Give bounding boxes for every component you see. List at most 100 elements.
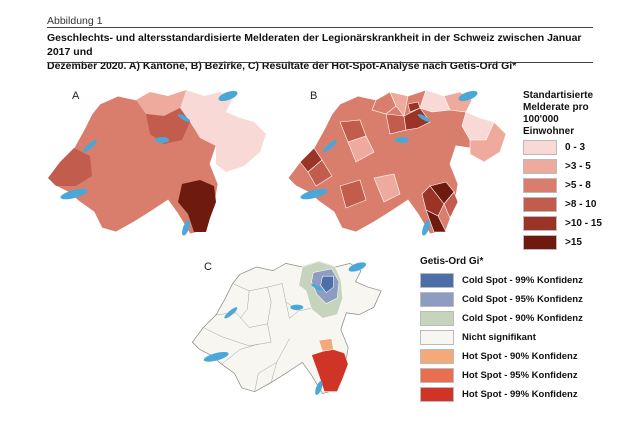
- hotspot-legend-item: Hot Spot - 99% Konfidenz: [420, 387, 578, 402]
- lake-constance-b: [458, 90, 478, 102]
- district-r: [443, 191, 459, 219]
- district-l: [307, 159, 333, 187]
- hotspot-legend-swatch: [420, 387, 454, 402]
- district-g: [371, 91, 397, 115]
- hotspot-legend-label: Hot Spot - 99% Konfidenz: [462, 389, 578, 400]
- canton-graubuenden-light: [216, 122, 266, 172]
- district-m: [373, 173, 401, 203]
- figure-title-line-2: Dezember 2020. A) Kantone, B) Bezirke, C…: [47, 60, 517, 72]
- hotspot-legend-item: Hot Spot - 90% Konfidenz: [420, 349, 578, 364]
- lake-lucerne-b: [395, 137, 409, 143]
- rate-legend-label: >10 - 15: [565, 218, 602, 229]
- figure-title-line-1: Geschlechts- und altersstandardisierte M…: [47, 32, 582, 58]
- hotspot-legend-label: Cold Spot - 95% Konfidenz: [462, 294, 583, 305]
- panel-label-a: A: [72, 90, 80, 102]
- map-c-district-lines: [203, 283, 316, 392]
- district-q: [425, 209, 447, 233]
- cold-spot-99-area: [320, 275, 334, 294]
- hotspot-legend-item: Hot Spot - 95% Konfidenz: [420, 368, 578, 383]
- hotspot-legend-label: Nicht signifikant: [462, 332, 536, 343]
- lake-lucerne-a: [155, 137, 169, 143]
- hotspot-legend-item: Nicht signifikant: [420, 330, 536, 345]
- map-a-lakes: [60, 90, 238, 236]
- rate-legend-label: >8 - 10: [565, 199, 597, 210]
- rate-legend-swatch: [523, 178, 557, 193]
- lake-zurich-c: [311, 283, 323, 291]
- rate-legend-item: >10 - 15: [523, 216, 602, 231]
- rate-legend-item: >15: [523, 235, 582, 250]
- hotspot-legend-swatch: [420, 311, 454, 326]
- lake-zurich-b: [417, 114, 431, 122]
- map-a-cantons: [47, 89, 266, 236]
- rate-legend-item: >8 - 10: [523, 197, 596, 212]
- lake-geneva-a: [60, 188, 88, 200]
- hotspot-legend-swatch: [420, 292, 454, 307]
- lake-neuchatel-c: [224, 307, 238, 319]
- rate-legend-swatch: [523, 140, 557, 155]
- rate-legend-label: >15: [565, 237, 582, 248]
- rate-legend-title-line-4: Einwohner: [523, 126, 575, 137]
- hotspot-legend-item: Cold Spot - 95% Konfidenz: [420, 292, 583, 307]
- hotspot-legend-item: Cold Spot - 99% Konfidenz: [420, 273, 583, 288]
- map-b-lakes: [300, 90, 478, 236]
- map-c-base: [191, 261, 382, 394]
- caption-bottom-rule: [47, 62, 593, 63]
- switzerland-outline-c: [191, 261, 382, 394]
- rate-legend-label: >3 - 5: [565, 161, 591, 172]
- lake-lucerne-c: [290, 304, 304, 311]
- district-j: [347, 135, 375, 163]
- rate-legend-swatch: [523, 159, 557, 174]
- rate-legend-label: >5 - 8: [565, 180, 591, 191]
- figure-label: Abbildung 1: [47, 15, 103, 27]
- district-d: [469, 121, 507, 163]
- hotspot-legend-swatch: [420, 368, 454, 383]
- lake-constance-c: [348, 262, 367, 272]
- map-a-regions: [48, 90, 266, 232]
- district-s: [407, 101, 421, 113]
- caption-top-rule: [47, 27, 593, 28]
- hotspot-legend-swatch: [420, 330, 454, 345]
- lake-maggiore-c: [315, 381, 323, 395]
- rate-legend-title-line-3: 100'000: [523, 114, 559, 125]
- rate-legend-label: 0 - 3: [565, 142, 586, 153]
- map-c-hotspots: [191, 261, 382, 395]
- canton-bern-mid: [96, 120, 134, 162]
- rate-legend-swatch: [523, 235, 557, 250]
- district-h: [389, 91, 409, 117]
- rate-legend-item: >3 - 5: [523, 159, 591, 174]
- hotspot-legend-title: Getis-Ord Gi*: [420, 256, 484, 267]
- hotspot-legend-item: Cold Spot - 90% Konfidenz: [420, 311, 583, 326]
- hotspot-legend-swatch: [420, 273, 454, 288]
- canton-central-mid: [146, 108, 190, 144]
- rate-legend-title: Standartisierte Melderate pro 100'000 Ei…: [523, 90, 613, 138]
- hotspot-legend-label: Hot Spot - 90% Konfidenz: [462, 351, 578, 362]
- lake-geneva-c: [203, 351, 229, 362]
- lake-neuchatel-a: [82, 139, 98, 153]
- lake-neuchatel-b: [322, 139, 338, 153]
- map-c-regions: [298, 261, 349, 392]
- map-c-lakes: [203, 262, 367, 395]
- map-b-regions: [299, 89, 507, 233]
- lake-geneva-b: [300, 188, 328, 200]
- lake-maggiore-b: [422, 220, 430, 236]
- lake-maggiore-a: [182, 220, 190, 236]
- rate-legend-item: 0 - 3: [523, 140, 585, 155]
- rate-legend-swatch: [523, 216, 557, 231]
- district-p: [421, 185, 445, 217]
- hotspot-legend-swatch: [420, 349, 454, 364]
- panel-label-b: B: [310, 90, 318, 102]
- hotspot-legend-label: Cold Spot - 99% Konfidenz: [462, 275, 583, 286]
- canton-north-mid: [136, 90, 186, 116]
- canton-ticino: [178, 180, 216, 232]
- district-a: [419, 89, 451, 113]
- lake-constance-a: [218, 90, 238, 102]
- rate-legend-item: >5 - 8: [523, 178, 591, 193]
- hotspot-legend-label: Hot Spot - 95% Konfidenz: [462, 370, 578, 381]
- canton-northeast-light: [180, 90, 254, 148]
- canton-west: [48, 148, 92, 186]
- rate-legend-title-line-1: Standartisierte: [523, 90, 594, 101]
- figure-title: Geschlechts- und altersstandardisierte M…: [47, 31, 595, 73]
- map-b-districts: [287, 89, 507, 236]
- district-n: [339, 179, 367, 209]
- hotspot-legend-label: Cold Spot - 90% Konfidenz: [462, 313, 583, 324]
